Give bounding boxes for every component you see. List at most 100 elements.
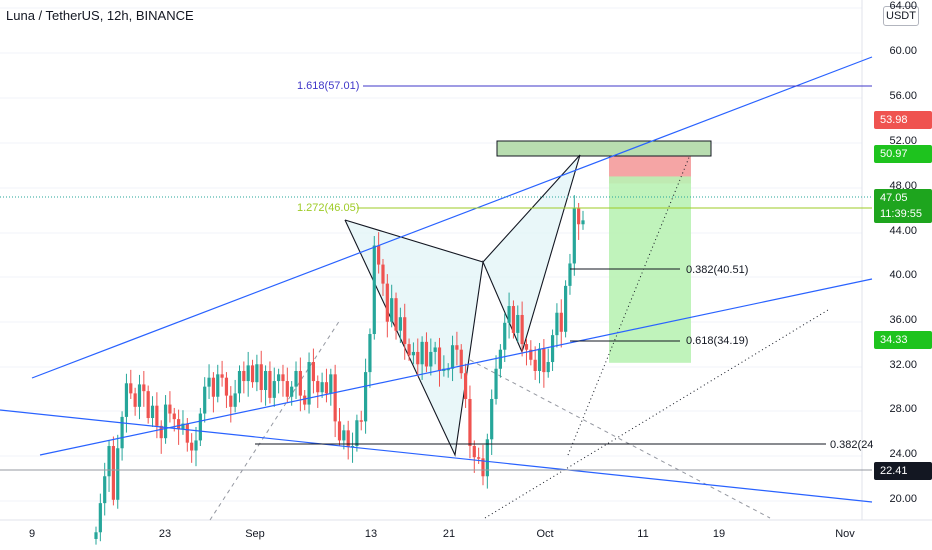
price-label: 56.00 xyxy=(889,90,917,102)
grid xyxy=(0,0,932,521)
candle-body xyxy=(416,351,420,365)
time-label: 11 xyxy=(637,528,649,540)
candle-body xyxy=(207,377,211,387)
candlestick-series xyxy=(94,195,585,545)
candle-body xyxy=(142,384,146,392)
lower-channel-line xyxy=(39,278,873,456)
candle-body xyxy=(485,439,489,477)
candle-body xyxy=(120,416,124,449)
candle-body xyxy=(250,365,255,383)
price-label: 32.00 xyxy=(889,359,917,371)
candle-body xyxy=(420,341,424,365)
candle-body xyxy=(546,362,550,373)
candle-body xyxy=(398,317,402,331)
candle-body xyxy=(111,446,115,500)
resistance-box xyxy=(496,140,712,157)
support-price-badge: 22.41 xyxy=(874,462,932,480)
candle-body xyxy=(581,220,585,225)
time-label: Nov xyxy=(835,528,855,540)
candle-body xyxy=(507,306,511,323)
price-label: 36.00 xyxy=(889,314,917,326)
candle-body xyxy=(494,368,498,399)
price-label: 64.00 xyxy=(889,0,917,12)
candle-body xyxy=(520,314,524,345)
take-profit-zone xyxy=(609,176,691,363)
candle-body xyxy=(203,386,207,414)
currency-button[interactable]: USDT xyxy=(883,6,919,26)
candle-body xyxy=(324,382,329,394)
candle-body xyxy=(168,404,172,414)
candle-body xyxy=(550,335,555,363)
price-label: 28.00 xyxy=(889,403,917,415)
candle-body xyxy=(307,362,311,405)
candle-body xyxy=(198,413,202,441)
candle-body xyxy=(446,368,450,371)
candle-body xyxy=(533,359,537,371)
candle-body xyxy=(294,370,298,387)
candle-body xyxy=(537,348,542,371)
candle-body xyxy=(155,405,159,426)
candle-body xyxy=(103,476,107,504)
candle-body xyxy=(98,503,102,533)
candle-body xyxy=(381,264,385,284)
candle-body xyxy=(346,430,350,448)
candle-body xyxy=(268,370,272,398)
drawing-overlays xyxy=(209,140,829,521)
time-label: 19 xyxy=(712,528,726,540)
candle-body xyxy=(181,423,185,430)
time-label: 21 xyxy=(442,528,456,540)
candle-body xyxy=(263,370,268,391)
bar-countdown-badge: 11:39:55 xyxy=(874,205,932,223)
trend-lines xyxy=(0,56,873,503)
fib-1618-label: 1.618(57.01) xyxy=(297,80,359,92)
price-label: 40.00 xyxy=(889,269,917,281)
candle-body xyxy=(133,393,137,407)
candle-body xyxy=(194,440,198,451)
candle-body xyxy=(450,345,455,369)
falling-trend-line xyxy=(0,409,873,503)
candle-body xyxy=(124,383,129,417)
candle-body xyxy=(568,263,572,286)
candle-body xyxy=(372,245,376,335)
candle-body xyxy=(516,314,520,333)
candle-body xyxy=(429,351,433,367)
candle-body xyxy=(468,398,472,447)
last-price-badge: 47.05 xyxy=(874,189,932,207)
price-label: 24.00 xyxy=(889,448,917,460)
pattern-fill-right xyxy=(483,155,580,352)
price-label: 52.00 xyxy=(889,135,917,147)
candle-body xyxy=(363,372,368,422)
candle-body xyxy=(490,398,494,440)
candle-body xyxy=(177,419,181,430)
candle-body xyxy=(316,381,320,393)
candle-body xyxy=(477,457,481,459)
time-label: Sep xyxy=(245,528,265,540)
candle-body xyxy=(285,381,289,397)
candle-body xyxy=(281,374,285,382)
fib-0382-lower-label: 0.382(24 xyxy=(830,439,873,451)
candle-body xyxy=(333,374,337,422)
candle-body xyxy=(216,374,220,397)
candle-body xyxy=(320,382,324,393)
candle-body xyxy=(229,395,233,407)
candle-body xyxy=(498,349,502,369)
candle-body xyxy=(211,377,216,397)
time-label: 23 xyxy=(158,528,172,540)
stop-price-badge: 53.98 xyxy=(874,111,932,129)
fib-0618-label: 0.618(34.19) xyxy=(686,335,748,347)
candle-body xyxy=(368,334,372,373)
price-label: 20.00 xyxy=(889,493,917,505)
candle-body xyxy=(242,370,246,382)
candle-body xyxy=(355,420,359,447)
candle-body xyxy=(577,208,581,225)
candle-body xyxy=(259,364,263,391)
candle-body xyxy=(185,423,189,443)
candle-body xyxy=(559,312,563,332)
candle-body xyxy=(129,383,133,394)
candle-body xyxy=(555,312,559,336)
pattern-legs xyxy=(344,154,581,263)
candle-body xyxy=(224,377,229,396)
candle-body xyxy=(542,348,546,373)
chart-title: Luna / TetherUS, 12h, BINANCE xyxy=(6,8,194,23)
